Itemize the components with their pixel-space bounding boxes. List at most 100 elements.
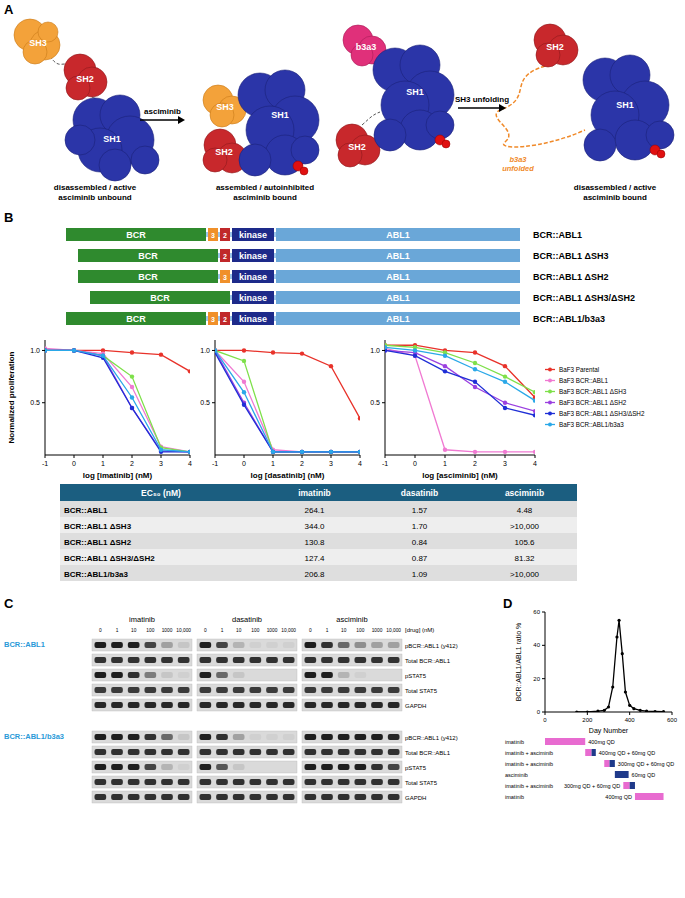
treatment-label: imatinib [505,794,524,800]
blot-band [250,687,262,693]
data-point [632,707,635,710]
series-line [215,350,360,451]
panel-label: A [4,2,14,17]
construct-domain [276,249,520,262]
domain-surface [210,103,234,127]
data-point [473,361,477,365]
blot-band [128,657,140,663]
data-point [72,348,76,352]
blot-band [321,764,333,770]
blot-band [305,794,317,800]
domain-surface [65,125,95,155]
blot-band [216,749,228,755]
table-cell: BCR::ABL1 ΔSH3/ΔSH2 [64,554,155,563]
block-label: BCR::ABL1/b3a3 [4,732,64,741]
data-point [617,619,620,622]
y-tick-label: 0.5 [30,399,40,406]
blot-band [266,779,278,785]
y-tick [542,612,545,613]
data-point [300,450,304,454]
domain-label: BCR [138,251,158,261]
data-point [271,450,275,454]
table-cell: 105.6 [514,538,535,547]
domain-label: 3 [211,316,215,323]
blot-band [338,794,350,800]
x-tick [161,455,162,458]
blot-band [355,672,367,678]
x-tick-label: -1 [382,460,388,467]
construct-name: BCR::ABL1 ΔSH2 [533,272,608,282]
x-tick-label: 0 [242,460,246,467]
data-point [130,406,134,410]
blot-band [371,657,383,663]
blot-band [338,642,350,648]
blot-band [266,734,278,740]
blot-strip [302,776,402,788]
data-point [533,409,535,413]
blot-band [388,779,400,785]
x-tick [74,455,75,458]
data-point [596,710,599,712]
domain-label: BCR [138,272,158,282]
concentration-label: 100 [251,628,259,633]
table-row [60,501,577,517]
data-point [188,369,190,373]
domain-label: SH3 [29,38,47,48]
state-caption: asciminib unbound [58,193,131,202]
blot-band [145,687,157,693]
data-point [188,450,190,454]
blot-strip [302,731,402,743]
blot-band [355,702,367,708]
blot-band [233,779,245,785]
legend-swatch [548,401,552,405]
data-point [413,353,417,357]
blot-band [305,657,317,663]
table-row [60,549,577,565]
blot-band [338,672,350,678]
concentration-label: 10,000 [386,628,401,633]
blot-band [266,794,278,800]
blot-band [216,672,228,678]
data-point [242,359,246,363]
x-tick [475,455,476,458]
construct-domain [78,249,218,262]
blot-band [95,702,107,708]
blot-band [305,734,317,740]
legend-swatch [548,390,552,394]
legend-swatch [548,379,552,383]
concentration-label: 10,000 [281,628,296,633]
construct-domain [276,270,520,283]
construct-domain [276,291,520,304]
data-point [188,450,190,454]
treatment-bar [615,771,629,778]
arrow [458,107,500,109]
domain-label: kinase [239,293,267,303]
x-axis [215,455,360,456]
blot-band [355,734,367,740]
construct-domain [208,312,218,325]
x-tick-label: 0 [72,460,76,467]
data-point [533,398,535,402]
blot-band [266,702,278,708]
table-cell: BCR::ABL1 ΔSH2 [64,538,132,547]
arrow-label: SH3 unfolding [455,95,509,104]
y-tick-label: 60 [533,609,540,615]
blot-band [321,672,333,678]
blot-band [305,779,317,785]
blot-band [233,657,245,663]
table-header-cell: dasatinib [401,488,438,498]
domain-label: ABL1 [386,230,410,240]
data-point [607,705,610,708]
blot-band [305,642,317,648]
concentration-label: 1000 [372,628,383,633]
x-tick [302,455,303,458]
data-point [72,348,76,352]
x-tick-label: 200 [582,717,593,723]
data-point [473,385,477,389]
blot-band [321,702,333,708]
state-caption: asciminib bound [583,193,647,202]
construct-domain [90,291,230,304]
data-point [503,380,507,384]
x-tick-label: 600 [667,717,678,723]
data-point [645,710,648,712]
